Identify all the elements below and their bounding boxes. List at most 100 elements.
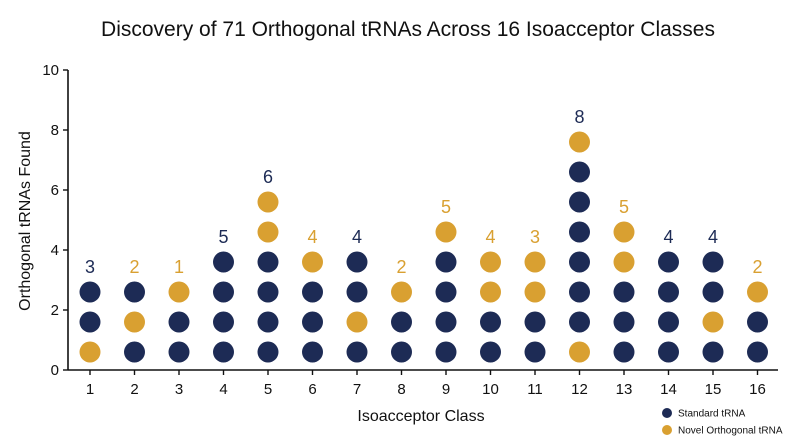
standard-trna-dot — [702, 251, 724, 273]
novel-trna-dot — [124, 311, 145, 333]
count-label: 5 — [619, 197, 629, 217]
x-tick-label: 2 — [130, 381, 138, 398]
x-tick-label: 1 — [86, 381, 94, 398]
count-label: 5 — [218, 227, 228, 247]
legend-standard-swatch — [662, 408, 672, 418]
novel-trna-dot — [613, 251, 635, 273]
standard-trna-dot — [658, 251, 679, 273]
dots — [79, 131, 768, 363]
standard-trna-dot — [569, 281, 590, 303]
x-tick-label: 13 — [616, 381, 633, 398]
legend-label: Novel Orthogonal tRNA — [678, 426, 783, 437]
x-tick-label: 3 — [175, 381, 183, 398]
x-tick-label: 14 — [660, 381, 677, 398]
y-tick-label: 4 — [51, 242, 59, 259]
standard-trna-dot — [658, 281, 679, 303]
chart-title: Discovery of 71 Orthogonal tRNAs Across … — [101, 18, 715, 41]
novel-trna-dot — [391, 281, 412, 303]
standard-trna-dot — [569, 221, 590, 243]
standard-trna-dot — [346, 341, 368, 363]
y-tick-label: 6 — [51, 182, 59, 199]
standard-trna-dot — [124, 281, 145, 303]
legend: Standard tRNA Novel Orthogonal tRNA — [662, 408, 783, 437]
x-tick-label: 15 — [705, 381, 722, 398]
count-label: 2 — [129, 257, 139, 277]
novel-trna-dot — [613, 221, 635, 243]
y-tick-label: 8 — [51, 122, 59, 139]
novel-trna-dot — [168, 281, 190, 303]
standard-trna-dot — [658, 341, 679, 363]
novel-trna-dot — [569, 341, 590, 363]
novel-trna-dot — [480, 281, 501, 303]
standard-trna-dot — [79, 311, 101, 333]
x-tick-label: 8 — [397, 381, 405, 398]
standard-trna-dot — [524, 341, 546, 363]
standard-trna-dot — [391, 311, 412, 333]
standard-trna-dot — [613, 341, 635, 363]
count-label: 2 — [396, 257, 406, 277]
legend-novel-swatch — [662, 425, 672, 435]
x-axis-label: Isoacceptor Class — [357, 408, 484, 425]
count-label: 5 — [441, 197, 451, 217]
standard-trna-dot — [569, 161, 590, 183]
standard-trna-dot — [124, 341, 145, 363]
count-label: 8 — [574, 107, 584, 127]
standard-trna-dot — [435, 281, 457, 303]
standard-trna-dot — [435, 311, 457, 333]
legend-label: Standard tRNA — [678, 409, 746, 420]
x-ticks: 1 2 3 4 5 6 7 8 9 10 11 12 13 14 15 16 — [86, 370, 766, 398]
standard-trna-dot — [702, 281, 724, 303]
standard-trna-dot — [213, 281, 234, 303]
standard-trna-dot — [747, 311, 768, 333]
count-label: 4 — [708, 227, 718, 247]
standard-trna-dot — [435, 251, 457, 273]
standard-trna-dot — [569, 251, 590, 273]
standard-trna-dot — [346, 251, 368, 273]
x-tick-label: 11 — [527, 381, 543, 398]
novel-trna-dot — [702, 311, 724, 333]
axes — [67, 70, 778, 371]
y-axis-label: Orthogonal tRNAs Found — [17, 131, 34, 311]
standard-trna-dot — [480, 341, 501, 363]
count-label: 6 — [263, 167, 273, 187]
count-label: 4 — [307, 227, 317, 247]
standard-trna-dot — [168, 311, 190, 333]
y-ticks: 0 2 4 6 8 10 — [42, 62, 68, 379]
y-tick-label: 0 — [51, 362, 59, 379]
standard-trna-dot — [524, 311, 546, 333]
standard-trna-dot — [213, 311, 234, 333]
y-tick-label: 10 — [42, 62, 59, 79]
standard-trna-dot — [257, 251, 279, 273]
count-label: 3 — [530, 227, 540, 247]
x-tick-label: 10 — [482, 381, 499, 398]
standard-trna-dot — [480, 311, 501, 333]
standard-trna-dot — [435, 341, 457, 363]
novel-trna-dot — [79, 341, 101, 363]
count-label: 2 — [752, 257, 762, 277]
x-tick-label: 7 — [353, 381, 361, 398]
standard-trna-dot — [569, 191, 590, 213]
novel-trna-dot — [346, 311, 368, 333]
count-label: 4 — [485, 227, 495, 247]
novel-trna-dot — [302, 251, 323, 273]
x-tick-label: 6 — [308, 381, 316, 398]
novel-trna-dot — [524, 251, 546, 273]
novel-trna-dot — [257, 191, 279, 213]
standard-trna-dot — [168, 341, 190, 363]
standard-trna-dot — [613, 311, 635, 333]
standard-trna-dot — [302, 311, 323, 333]
standard-trna-dot — [213, 341, 234, 363]
x-tick-label: 12 — [571, 381, 588, 398]
standard-trna-dot — [569, 311, 590, 333]
novel-trna-dot — [747, 281, 768, 303]
standard-trna-dot — [391, 341, 412, 363]
standard-trna-dot — [302, 341, 323, 363]
count-labels: 3 2 1 5 6 4 4 2 5 4 3 8 5 4 4 2 — [85, 107, 763, 277]
novel-trna-dot — [569, 131, 590, 153]
standard-trna-dot — [613, 281, 635, 303]
count-label: 3 — [85, 257, 95, 277]
novel-trna-dot — [257, 221, 279, 243]
standard-trna-dot — [79, 281, 101, 303]
standard-trna-dot — [702, 341, 724, 363]
